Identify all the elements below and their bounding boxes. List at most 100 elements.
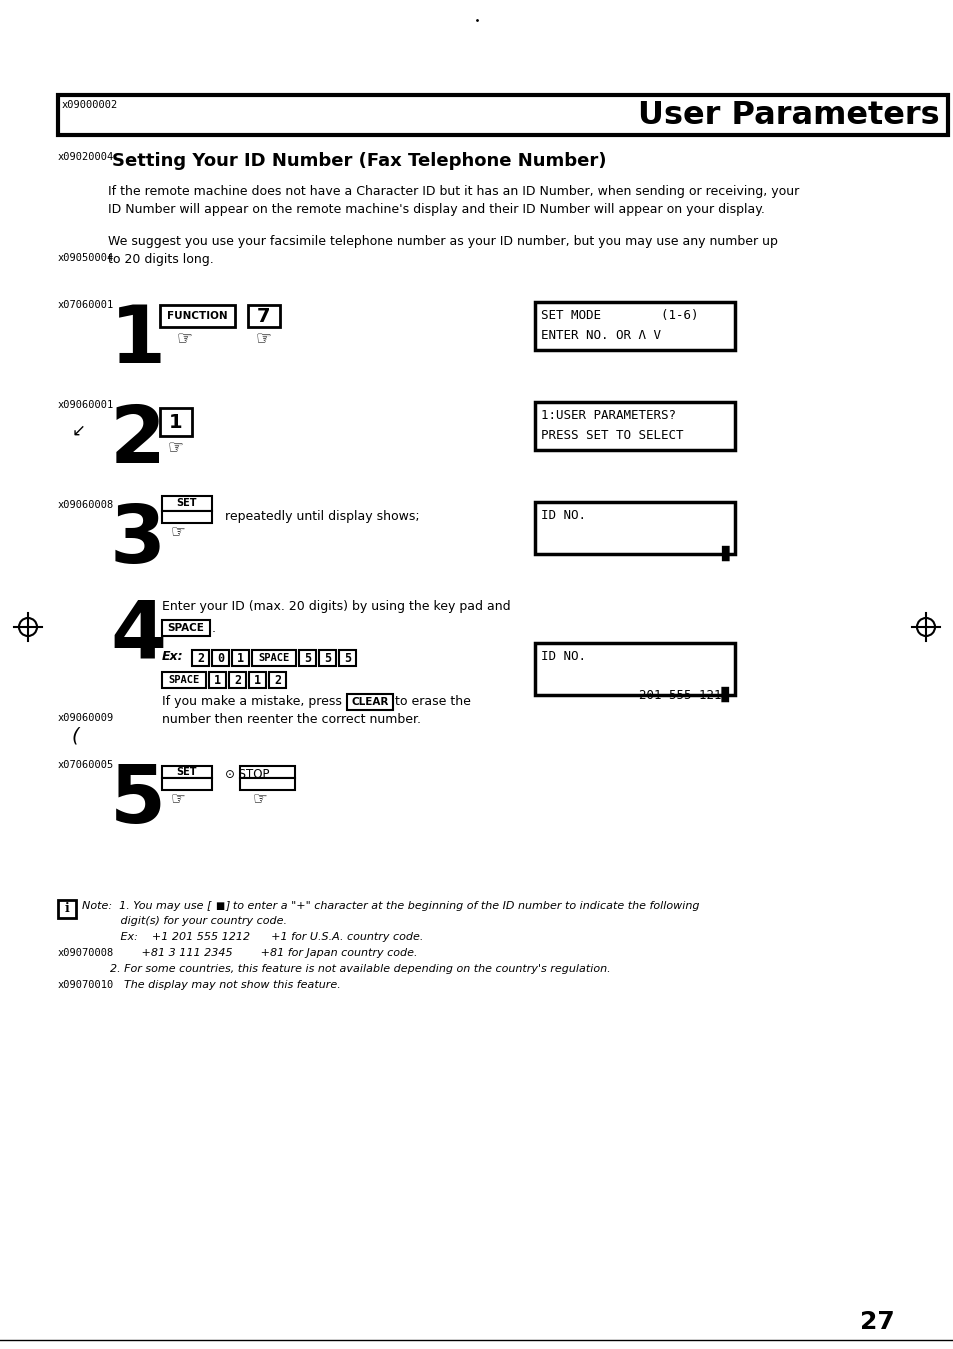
Text: Enter your ID (max. 20 digits) by using the key pad and: Enter your ID (max. 20 digits) by using … — [162, 600, 510, 612]
Text: 1: 1 — [169, 413, 183, 432]
Text: 1:USER PARAMETERS?: 1:USER PARAMETERS? — [540, 409, 676, 422]
Text: 3: 3 — [110, 502, 166, 580]
Text: SET MODE        (1-6): SET MODE (1-6) — [540, 309, 698, 322]
FancyBboxPatch shape — [249, 672, 266, 688]
Text: x09070008: x09070008 — [58, 948, 114, 958]
Text: 1: 1 — [110, 302, 166, 380]
Text: 2. For some countries, this feature is not available depending on the country's : 2. For some countries, this feature is n… — [82, 965, 610, 974]
FancyBboxPatch shape — [535, 402, 734, 451]
FancyBboxPatch shape — [535, 502, 734, 554]
Text: Ex:    +1 201 555 1212      +1 for U.S.A. country code.: Ex: +1 201 555 1212 +1 for U.S.A. countr… — [82, 932, 423, 942]
Text: SPACE: SPACE — [168, 623, 204, 633]
Text: We suggest you use your facsimile telephone number as your ID number, but you ma: We suggest you use your facsimile teleph… — [108, 235, 777, 248]
Text: 4: 4 — [110, 598, 166, 674]
Text: ■: ■ — [214, 901, 224, 911]
FancyBboxPatch shape — [240, 778, 294, 791]
FancyBboxPatch shape — [229, 672, 246, 688]
Text: to erase the: to erase the — [395, 695, 471, 708]
Text: █: █ — [720, 546, 728, 561]
Text: 2: 2 — [196, 652, 204, 665]
Text: x09060008: x09060008 — [58, 500, 114, 510]
Text: +81 3 111 2345        +81 for Japan country code.: +81 3 111 2345 +81 for Japan country cod… — [82, 948, 417, 958]
Text: to 20 digits long.: to 20 digits long. — [108, 254, 213, 266]
Text: Ex:: Ex: — [162, 650, 183, 662]
Text: User Parameters: User Parameters — [638, 100, 939, 131]
Text: .: . — [212, 622, 215, 634]
FancyBboxPatch shape — [162, 511, 212, 523]
Text: 5: 5 — [304, 652, 311, 665]
Text: ⊙ STOP: ⊙ STOP — [225, 768, 269, 781]
Text: SPACE: SPACE — [168, 674, 199, 685]
FancyBboxPatch shape — [58, 94, 947, 135]
FancyBboxPatch shape — [162, 766, 212, 778]
Text: CLEAR: CLEAR — [351, 697, 388, 707]
FancyBboxPatch shape — [162, 778, 212, 791]
FancyBboxPatch shape — [212, 650, 229, 666]
Text: number then reenter the correct number.: number then reenter the correct number. — [162, 714, 420, 726]
Text: ] to enter a "+" character at the beginning of the ID number to indicate the fol: ] to enter a "+" character at the beginn… — [225, 901, 699, 911]
Text: 1: 1 — [253, 673, 261, 687]
FancyBboxPatch shape — [209, 672, 226, 688]
Text: 201 555 121█: 201 555 121█ — [639, 687, 728, 703]
FancyBboxPatch shape — [298, 650, 315, 666]
Text: PRESS SET TO SELECT: PRESS SET TO SELECT — [540, 429, 682, 442]
Text: i: i — [65, 902, 70, 916]
Text: 0: 0 — [216, 652, 224, 665]
Text: 1: 1 — [236, 652, 244, 665]
Text: ↙: ↙ — [71, 422, 86, 440]
FancyBboxPatch shape — [347, 693, 393, 710]
Text: x07060001: x07060001 — [58, 299, 114, 310]
Text: 27: 27 — [860, 1310, 894, 1334]
Text: 7: 7 — [257, 306, 271, 325]
Text: x09050004: x09050004 — [58, 254, 114, 263]
Text: ☞: ☞ — [171, 523, 185, 541]
Text: x09070010: x09070010 — [58, 979, 114, 990]
Text: FUNCTION: FUNCTION — [167, 312, 227, 321]
Text: x07060005: x07060005 — [58, 759, 114, 770]
Text: ☞: ☞ — [168, 438, 184, 456]
Text: 1: 1 — [213, 673, 221, 687]
FancyBboxPatch shape — [248, 305, 280, 326]
Text: 5: 5 — [324, 652, 331, 665]
Text: ☞: ☞ — [171, 791, 185, 808]
Text: 5: 5 — [344, 652, 351, 665]
FancyBboxPatch shape — [162, 496, 212, 511]
Text: ENTER NO. OR Λ V: ENTER NO. OR Λ V — [540, 329, 660, 343]
Text: x09000002: x09000002 — [62, 100, 118, 111]
FancyBboxPatch shape — [535, 643, 734, 695]
Text: Setting Your ID Number (Fax Telephone Number): Setting Your ID Number (Fax Telephone Nu… — [112, 152, 606, 170]
FancyBboxPatch shape — [252, 650, 295, 666]
Text: If the remote machine does not have a Character ID but it has an ID Number, when: If the remote machine does not have a Ch… — [108, 185, 799, 198]
Text: The display may not show this feature.: The display may not show this feature. — [82, 979, 340, 990]
Text: SPACE: SPACE — [258, 653, 290, 662]
FancyBboxPatch shape — [162, 621, 210, 635]
Text: SET: SET — [176, 498, 197, 509]
Text: If you make a mistake, press: If you make a mistake, press — [162, 695, 341, 708]
Text: x09020004: x09020004 — [58, 152, 114, 162]
Text: ☞: ☞ — [255, 329, 272, 347]
Text: ID Number will appear on the remote machine's display and their ID Number will a: ID Number will appear on the remote mach… — [108, 202, 764, 216]
Text: x09060009: x09060009 — [58, 714, 114, 723]
FancyBboxPatch shape — [58, 900, 76, 919]
FancyBboxPatch shape — [338, 650, 355, 666]
FancyBboxPatch shape — [160, 305, 234, 326]
Text: (: ( — [71, 727, 79, 746]
FancyBboxPatch shape — [318, 650, 335, 666]
FancyBboxPatch shape — [160, 407, 192, 436]
Text: SET: SET — [176, 768, 197, 777]
Text: Note:  1. You may use [: Note: 1. You may use [ — [82, 901, 212, 911]
FancyBboxPatch shape — [192, 650, 209, 666]
Text: repeatedly until display shows;: repeatedly until display shows; — [225, 510, 419, 523]
Text: ID NO.: ID NO. — [540, 509, 585, 522]
Text: x09060001: x09060001 — [58, 401, 114, 410]
Text: ☞: ☞ — [253, 791, 267, 808]
FancyBboxPatch shape — [240, 766, 294, 778]
Text: digit(s) for your country code.: digit(s) for your country code. — [82, 916, 287, 925]
FancyBboxPatch shape — [162, 672, 206, 688]
FancyBboxPatch shape — [232, 650, 249, 666]
Text: ID NO.: ID NO. — [540, 650, 585, 662]
Text: 2: 2 — [233, 673, 241, 687]
FancyBboxPatch shape — [535, 302, 734, 349]
Text: 5: 5 — [110, 762, 166, 840]
Text: 2: 2 — [110, 402, 166, 480]
